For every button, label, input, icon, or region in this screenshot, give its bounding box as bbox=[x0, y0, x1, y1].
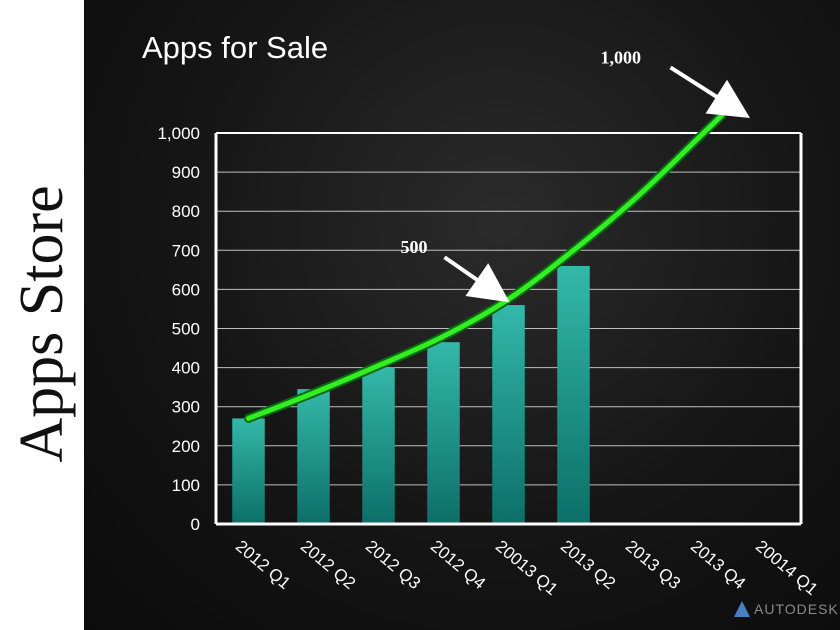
annotation-arrow bbox=[669, 65, 750, 119]
autodesk-logo-text: AUTODESK bbox=[754, 601, 839, 617]
trend-line bbox=[246, 112, 725, 421]
y-tick-label: 300 bbox=[172, 398, 200, 417]
x-tick-label: 2012 Q1 bbox=[232, 537, 294, 593]
x-tick-label: 2012 Q4 bbox=[427, 537, 489, 593]
autodesk-logo-icon bbox=[734, 601, 750, 617]
bar bbox=[557, 265, 590, 524]
trend-line-shadow bbox=[244, 110, 727, 423]
annotation-label: 1,000 bbox=[601, 47, 642, 67]
y-tick-label: 400 bbox=[172, 359, 200, 378]
y-tick-label: 500 bbox=[172, 320, 200, 339]
x-tick-label: 20014 Q1 bbox=[752, 537, 821, 600]
x-tick-label: 2012 Q3 bbox=[362, 537, 424, 593]
y-tick-label: 800 bbox=[172, 202, 200, 221]
bar bbox=[362, 367, 395, 524]
y-tick-label: 200 bbox=[172, 437, 200, 456]
autodesk-logo: AUTODESK bbox=[734, 598, 839, 620]
annotation-arrow bbox=[443, 255, 510, 303]
y-tick-label: 700 bbox=[172, 241, 200, 260]
slide-title: Apps for Sale bbox=[142, 30, 329, 65]
bar bbox=[232, 418, 265, 524]
x-tick-label: 2013 Q2 bbox=[557, 537, 619, 593]
bar bbox=[297, 389, 330, 524]
y-tick-label: 900 bbox=[172, 163, 200, 182]
bar bbox=[492, 305, 525, 524]
x-tick-label: 2013 Q4 bbox=[687, 537, 749, 593]
x-tick-label: 2012 Q2 bbox=[297, 537, 359, 593]
y-tick-label: 100 bbox=[172, 476, 200, 495]
y-tick-label: 1,000 bbox=[157, 124, 200, 143]
y-tick-label: 0 bbox=[191, 515, 200, 534]
bar bbox=[427, 342, 460, 524]
x-tick-label: 2013 Q3 bbox=[622, 537, 684, 593]
annotation-label: 500 bbox=[401, 237, 428, 257]
x-tick-label: 20013 Q1 bbox=[492, 537, 561, 600]
y-tick-label: 600 bbox=[172, 280, 200, 299]
